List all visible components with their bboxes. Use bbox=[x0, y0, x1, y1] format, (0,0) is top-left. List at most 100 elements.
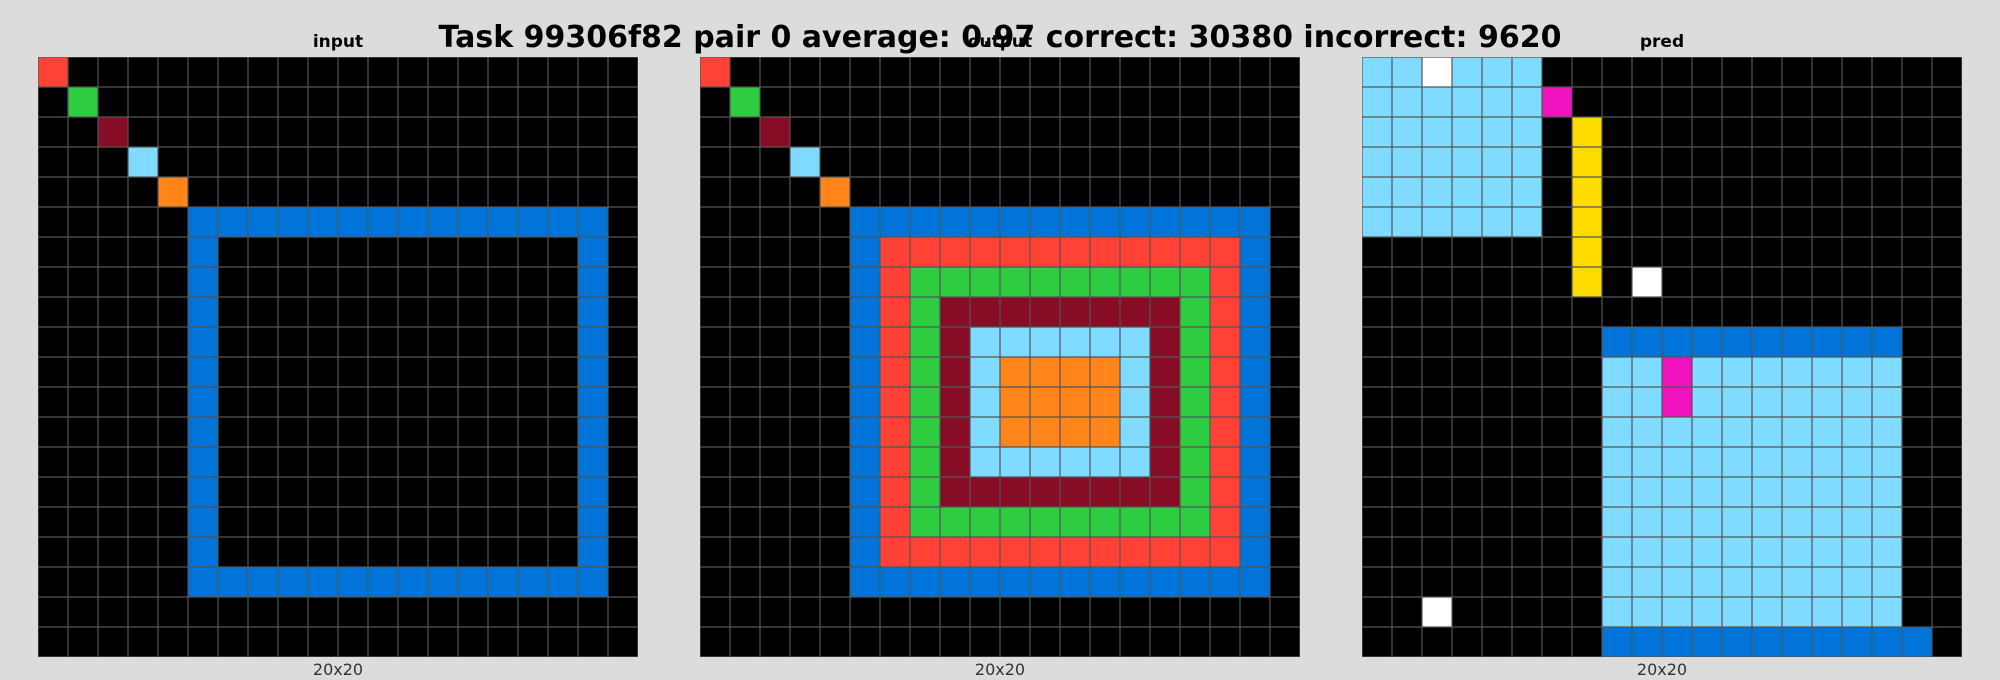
grid-cell bbox=[1662, 387, 1692, 417]
grid-cell bbox=[38, 627, 68, 657]
grid-cell bbox=[488, 537, 518, 567]
grid-cell bbox=[128, 357, 158, 387]
grid-cell bbox=[790, 177, 820, 207]
grid-cell bbox=[278, 537, 308, 567]
grid-cell bbox=[1210, 327, 1240, 357]
grid-cell bbox=[1542, 387, 1572, 417]
grid-cell bbox=[1752, 57, 1782, 87]
grid-cell bbox=[428, 207, 458, 237]
grid-cell bbox=[488, 627, 518, 657]
grid-cell bbox=[1722, 327, 1752, 357]
grid-cell bbox=[1452, 627, 1482, 657]
grid-cell bbox=[1842, 417, 1872, 447]
grid-cell bbox=[1180, 627, 1210, 657]
grid-cell bbox=[1902, 597, 1932, 627]
grid-cell bbox=[1632, 567, 1662, 597]
grid-cell bbox=[1812, 117, 1842, 147]
grid-cell bbox=[1812, 147, 1842, 177]
grid-cell bbox=[308, 627, 338, 657]
grid-cell bbox=[1452, 147, 1482, 177]
grid-cell bbox=[128, 117, 158, 147]
grid-cell bbox=[488, 237, 518, 267]
grid-cell bbox=[1782, 507, 1812, 537]
grid-cell bbox=[760, 267, 790, 297]
grid-cell bbox=[1782, 537, 1812, 567]
grid-cell bbox=[548, 537, 578, 567]
grid-cell bbox=[1060, 87, 1090, 117]
grid-cell bbox=[608, 447, 638, 477]
grid-cell bbox=[1422, 507, 1452, 537]
grid-cell bbox=[880, 597, 910, 627]
grid-cell bbox=[1270, 387, 1300, 417]
grid-cell bbox=[1000, 207, 1030, 237]
panel-input-dims: 20x20 bbox=[312, 660, 364, 679]
grid-cell bbox=[1722, 387, 1752, 417]
grid-cell bbox=[458, 87, 488, 117]
grid-cell bbox=[218, 177, 248, 207]
grid-cell bbox=[368, 87, 398, 117]
grid-cell bbox=[1392, 237, 1422, 267]
grid-cell bbox=[820, 627, 850, 657]
grid-cell bbox=[1932, 387, 1962, 417]
grid-cell bbox=[1150, 597, 1180, 627]
grid-cell bbox=[1722, 57, 1752, 87]
grid-cell bbox=[458, 567, 488, 597]
grid-cell bbox=[1752, 267, 1782, 297]
grid-cell bbox=[1240, 387, 1270, 417]
grid-cell bbox=[1932, 477, 1962, 507]
grid-cell bbox=[578, 567, 608, 597]
grid-cell bbox=[1270, 537, 1300, 567]
grid-cell bbox=[940, 357, 970, 387]
grid-cell bbox=[1782, 147, 1812, 177]
grid-cell bbox=[188, 357, 218, 387]
grid-cell bbox=[248, 567, 278, 597]
grid-cell bbox=[1362, 477, 1392, 507]
grid-cell bbox=[760, 87, 790, 117]
grid-cell bbox=[548, 477, 578, 507]
grid-cell bbox=[1362, 567, 1392, 597]
grid-cell bbox=[700, 507, 730, 537]
grid-cell bbox=[1632, 57, 1662, 87]
grid-cell bbox=[248, 87, 278, 117]
grid-cell bbox=[1422, 87, 1452, 117]
grid-cell bbox=[1662, 417, 1692, 447]
grid-cell bbox=[1932, 207, 1962, 237]
grid-cell bbox=[1932, 567, 1962, 597]
grid-cell bbox=[1812, 327, 1842, 357]
grid-cell bbox=[128, 537, 158, 567]
grid-cell bbox=[548, 597, 578, 627]
grid-cell bbox=[188, 537, 218, 567]
grid-cell bbox=[398, 117, 428, 147]
grid-cell bbox=[1120, 537, 1150, 567]
grid-cell bbox=[1000, 507, 1030, 537]
grid-cell bbox=[158, 177, 188, 207]
grid-cell bbox=[158, 57, 188, 87]
grid-cell bbox=[1210, 507, 1240, 537]
grid-cell bbox=[578, 447, 608, 477]
grid-cell bbox=[1120, 627, 1150, 657]
grid-cell bbox=[188, 237, 218, 267]
grid-cell bbox=[608, 117, 638, 147]
grid-cell bbox=[458, 147, 488, 177]
grid-cell bbox=[1452, 207, 1482, 237]
grid-cell bbox=[820, 387, 850, 417]
grid-cell bbox=[820, 477, 850, 507]
grid-cell bbox=[68, 537, 98, 567]
grid-cell bbox=[1812, 267, 1842, 297]
grid-cell bbox=[1872, 267, 1902, 297]
grid-cell bbox=[1362, 207, 1392, 237]
grid-cell bbox=[1662, 117, 1692, 147]
grid-cell bbox=[578, 117, 608, 147]
grid-cell bbox=[790, 87, 820, 117]
grid-cell bbox=[1210, 567, 1240, 597]
grid-cell bbox=[308, 387, 338, 417]
grid-cell bbox=[248, 147, 278, 177]
grid-cell bbox=[608, 357, 638, 387]
grid-cell bbox=[98, 87, 128, 117]
grid-cell bbox=[128, 567, 158, 597]
grid-cell bbox=[970, 477, 1000, 507]
grid-cell bbox=[68, 207, 98, 237]
grid-cell bbox=[1270, 477, 1300, 507]
grid-cell bbox=[548, 267, 578, 297]
grid-cell bbox=[98, 537, 128, 567]
